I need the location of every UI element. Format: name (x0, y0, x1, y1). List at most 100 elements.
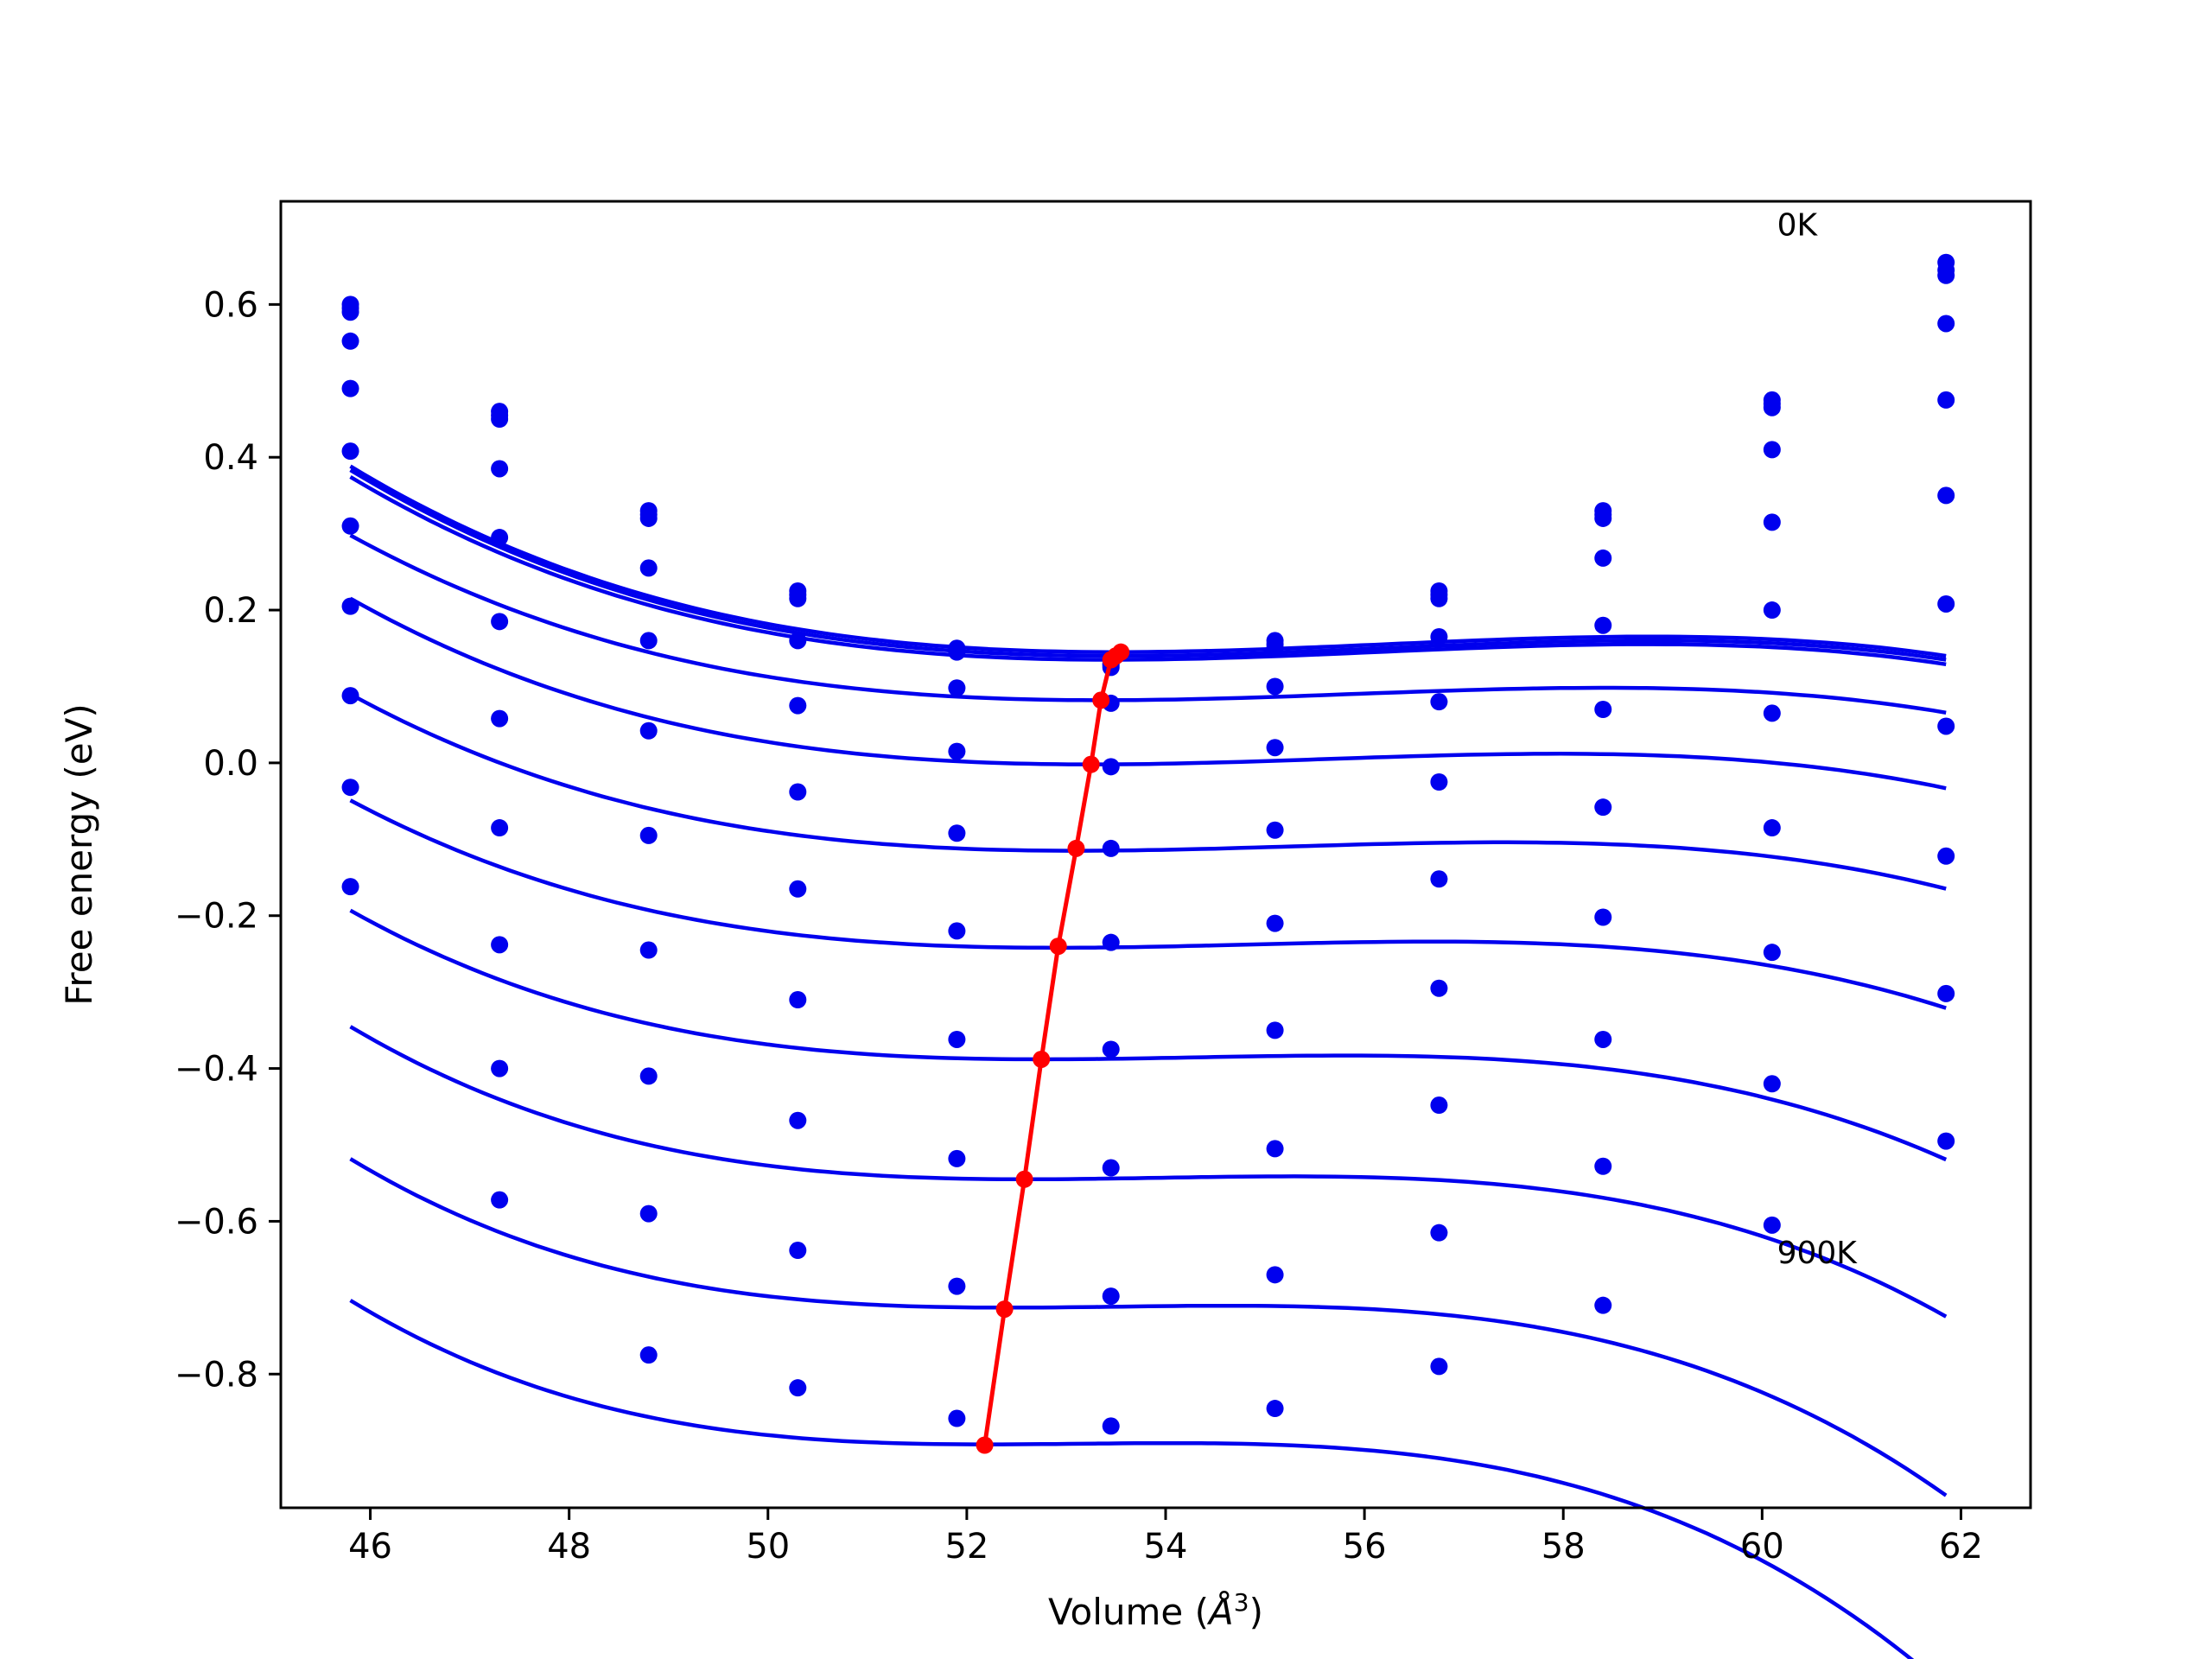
y-tick-label: −0.4 (175, 1050, 258, 1090)
data-point (1102, 1159, 1120, 1177)
data-point (1102, 758, 1120, 776)
data-point (1430, 693, 1448, 711)
data-point (1266, 1140, 1284, 1158)
fit-curve-3 (349, 533, 1947, 715)
data-point (789, 783, 807, 801)
data-point (341, 687, 359, 705)
axes-frame (279, 200, 2032, 1510)
data-point (948, 1149, 966, 1167)
fit-curve-0 (349, 464, 1947, 658)
minimum-point (1082, 755, 1100, 773)
data-point (491, 936, 509, 954)
data-point (1266, 1400, 1284, 1418)
data-point (639, 559, 658, 577)
data-point (948, 824, 966, 842)
data-point (789, 696, 807, 715)
data-point (639, 632, 658, 650)
data-point (491, 1059, 509, 1077)
data-point (1937, 594, 1955, 613)
data-point (948, 643, 966, 661)
fit-curve-9 (349, 1157, 1948, 1497)
data-point (491, 819, 509, 837)
data-point (491, 410, 509, 428)
data-point (789, 589, 807, 607)
x-axis-label: Volume (Å3) (1048, 1588, 1263, 1633)
x-tick-label: 54 (1144, 1527, 1188, 1567)
y-tick-label: −0.8 (175, 1355, 258, 1395)
minimum-point (1015, 1170, 1033, 1188)
minimum-point (995, 1300, 1014, 1319)
data-point (948, 679, 966, 697)
y-axis-label: Free energy (eV) (58, 703, 100, 1006)
data-point (1102, 839, 1120, 857)
data-point (789, 1111, 807, 1129)
data-point (1102, 1417, 1120, 1435)
data-point (948, 922, 966, 940)
data-point (948, 742, 966, 760)
fit-curve-1 (349, 468, 1947, 662)
data-point (639, 826, 658, 844)
data-point (1266, 821, 1284, 839)
data-point (1937, 266, 1955, 284)
y-tick-label: 0.6 (203, 285, 258, 325)
data-point (1763, 1216, 1781, 1234)
data-point (341, 332, 359, 350)
data-point (341, 878, 359, 896)
data-point (639, 509, 658, 527)
data-point (789, 880, 807, 898)
data-point (1763, 704, 1781, 722)
data-point (948, 1409, 966, 1427)
data-point (341, 379, 359, 397)
data-point (341, 303, 359, 321)
fit-curve-10 (349, 1299, 1915, 1659)
data-point (1430, 1224, 1448, 1242)
data-point (1763, 601, 1781, 620)
y-tick-label: −0.6 (175, 1202, 258, 1242)
data-point (1594, 1157, 1612, 1175)
data-point (1430, 1357, 1448, 1376)
x-tick-label: 48 (547, 1527, 591, 1567)
fit-curve-8 (349, 1025, 1948, 1319)
data-point (1102, 1040, 1120, 1058)
data-point (1594, 509, 1612, 527)
data-point (1102, 1287, 1120, 1306)
data-point (491, 709, 509, 728)
minimum-point (1049, 938, 1067, 956)
fit-curve-5 (349, 692, 1947, 891)
data-point (1937, 984, 1955, 1002)
data-point (639, 941, 658, 959)
data-point (1937, 1132, 1955, 1150)
x-tick-label: 56 (1343, 1527, 1387, 1567)
temperature-label: 900K (1777, 1236, 1859, 1271)
minimum-point (1067, 839, 1085, 857)
data-point (1594, 701, 1612, 718)
data-point (491, 613, 509, 631)
data-point (1594, 1030, 1612, 1048)
data-point (639, 721, 658, 740)
data-point (1763, 513, 1781, 531)
data-point (1594, 798, 1612, 817)
data-point (1937, 486, 1955, 505)
data-point (1763, 944, 1781, 962)
data-point (1266, 1021, 1284, 1039)
y-tick-label: −0.2 (175, 897, 258, 937)
data-point (1430, 773, 1448, 791)
data-point (1763, 1075, 1781, 1093)
data-point (341, 779, 359, 797)
y-tick-label: 0.4 (203, 438, 258, 478)
x-tick-label: 58 (1541, 1527, 1586, 1567)
minimum-point (1102, 651, 1120, 669)
minimum-point (1092, 691, 1110, 709)
annotations: 0K 900K (1777, 208, 1859, 1271)
data-point (341, 597, 359, 615)
data-point (639, 1205, 658, 1223)
data-point (1266, 677, 1284, 696)
data-point (1266, 914, 1284, 932)
data-point (1430, 589, 1448, 607)
data-point (491, 1191, 509, 1209)
data-point (1594, 908, 1612, 926)
fit-curve-6 (349, 798, 1947, 1010)
y-tick-label: 0.2 (203, 591, 258, 631)
